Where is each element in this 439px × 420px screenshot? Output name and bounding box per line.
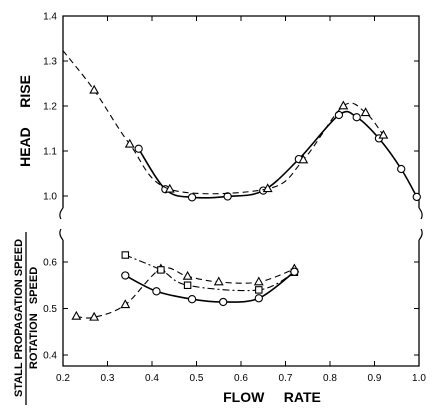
stall-speed-frame <box>62 240 420 367</box>
triangle-marker <box>182 270 193 280</box>
stall-speed-axis-title-top: STALL PROPAGATION SPEED <box>13 239 25 397</box>
stall-speed-ytick-label: 0.6 <box>43 258 57 269</box>
triangle-marker <box>213 276 224 286</box>
triangle-marker <box>89 84 100 94</box>
triangle-marker <box>378 129 389 139</box>
circle-marker <box>219 297 228 307</box>
head-rise-ytick-label: 1.1 <box>43 147 57 158</box>
triangle-marker <box>164 183 175 193</box>
head-rise-ytick-label: 1.0 <box>43 192 57 203</box>
axis-break-left <box>59 228 64 241</box>
flow-rate-axis-title: FLOW RATE <box>223 389 321 405</box>
stall-speed-ytick-label: 0.5 <box>43 304 57 315</box>
head-rise-axis-title: HEAD RISE <box>17 75 33 167</box>
stall-speed-series-square-line <box>125 254 295 292</box>
head-rise-series-circle-line <box>137 110 418 199</box>
stall-speed-panel: 0.4 0.5 0.6 <box>43 228 423 367</box>
triangle-marker <box>253 276 264 286</box>
stall-speed-ytick-label: 0.4 <box>43 351 57 362</box>
axis-break-right <box>418 207 423 220</box>
x-axis: 0.2 0.3 0.4 0.5 0.6 0.7 0.8 0.9 1.0 <box>56 16 426 384</box>
x-tick-label: 1.0 <box>412 373 426 384</box>
triangle-marker <box>71 310 82 320</box>
circle-marker <box>397 164 406 174</box>
x-tick-label: 0.9 <box>368 373 382 384</box>
x-tick-label: 0.8 <box>323 373 337 384</box>
circle-marker <box>254 294 263 303</box>
triangle-marker <box>298 154 309 164</box>
square-marker <box>157 266 165 274</box>
triangle-marker <box>262 183 273 193</box>
circle-marker <box>412 192 421 202</box>
circle-marker <box>352 113 361 122</box>
x-tick-label: 0.5 <box>190 373 204 384</box>
x-tick-label: 0.2 <box>56 373 70 384</box>
triangle-marker <box>89 311 100 321</box>
x-tick-label: 0.4 <box>145 373 159 384</box>
head-rise-ytick-label: 1.4 <box>43 12 57 23</box>
head-rise-panel: 1.0 1.1 1.2 1.3 1.4 <box>43 12 423 220</box>
head-rise-ytick-label: 1.3 <box>43 57 57 68</box>
circle-marker <box>152 287 161 296</box>
x-tick-label: 0.7 <box>279 373 293 384</box>
x-tick-label: 0.6 <box>234 373 248 384</box>
axis-break-right <box>418 228 423 241</box>
square-marker <box>121 251 130 259</box>
square-marker <box>183 281 192 289</box>
circle-marker <box>187 193 197 202</box>
circle-marker <box>187 295 197 304</box>
triangle-marker <box>120 299 131 309</box>
x-tick-label: 0.3 <box>101 373 115 384</box>
square-marker <box>255 286 263 294</box>
head-rise-series-triangle-line <box>62 50 384 195</box>
triangle-marker <box>124 138 135 148</box>
triangle-marker <box>360 107 371 117</box>
circle-marker <box>121 271 130 280</box>
stall-speed-axis-title-bottom: ROTATION SPEED <box>28 267 40 369</box>
circle-marker <box>290 267 299 276</box>
axis-break-left <box>59 207 64 220</box>
triangle-marker <box>338 100 349 110</box>
head-rise-ytick-label: 1.2 <box>43 102 57 113</box>
circle-marker <box>134 144 143 153</box>
